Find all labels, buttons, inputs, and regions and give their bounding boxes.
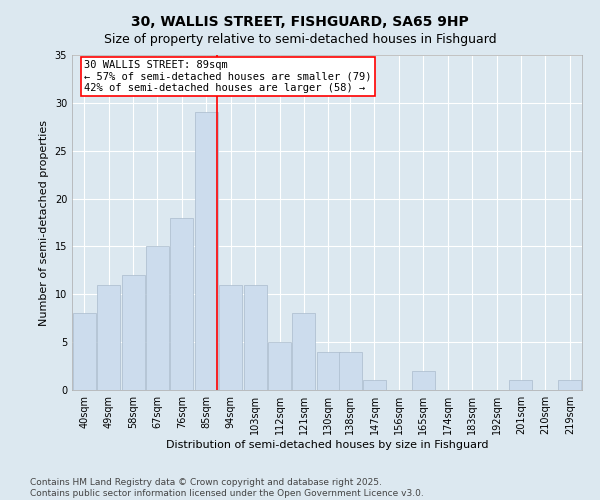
- Bar: [292, 314, 316, 390]
- Bar: [73, 314, 96, 390]
- Bar: [122, 275, 145, 390]
- Bar: [146, 246, 169, 390]
- Bar: [317, 352, 340, 390]
- Bar: [412, 371, 435, 390]
- X-axis label: Distribution of semi-detached houses by size in Fishguard: Distribution of semi-detached houses by …: [166, 440, 488, 450]
- Bar: [268, 342, 291, 390]
- Bar: [219, 284, 242, 390]
- Bar: [338, 352, 362, 390]
- Bar: [195, 112, 218, 390]
- Bar: [509, 380, 532, 390]
- Bar: [558, 380, 581, 390]
- Bar: [170, 218, 193, 390]
- Text: Size of property relative to semi-detached houses in Fishguard: Size of property relative to semi-detach…: [104, 32, 496, 46]
- Bar: [244, 284, 266, 390]
- Y-axis label: Number of semi-detached properties: Number of semi-detached properties: [39, 120, 49, 326]
- Text: 30 WALLIS STREET: 89sqm
← 57% of semi-detached houses are smaller (79)
42% of se: 30 WALLIS STREET: 89sqm ← 57% of semi-de…: [84, 60, 372, 93]
- Text: Contains HM Land Registry data © Crown copyright and database right 2025.
Contai: Contains HM Land Registry data © Crown c…: [30, 478, 424, 498]
- Bar: [363, 380, 386, 390]
- Bar: [97, 284, 120, 390]
- Text: 30, WALLIS STREET, FISHGUARD, SA65 9HP: 30, WALLIS STREET, FISHGUARD, SA65 9HP: [131, 15, 469, 29]
